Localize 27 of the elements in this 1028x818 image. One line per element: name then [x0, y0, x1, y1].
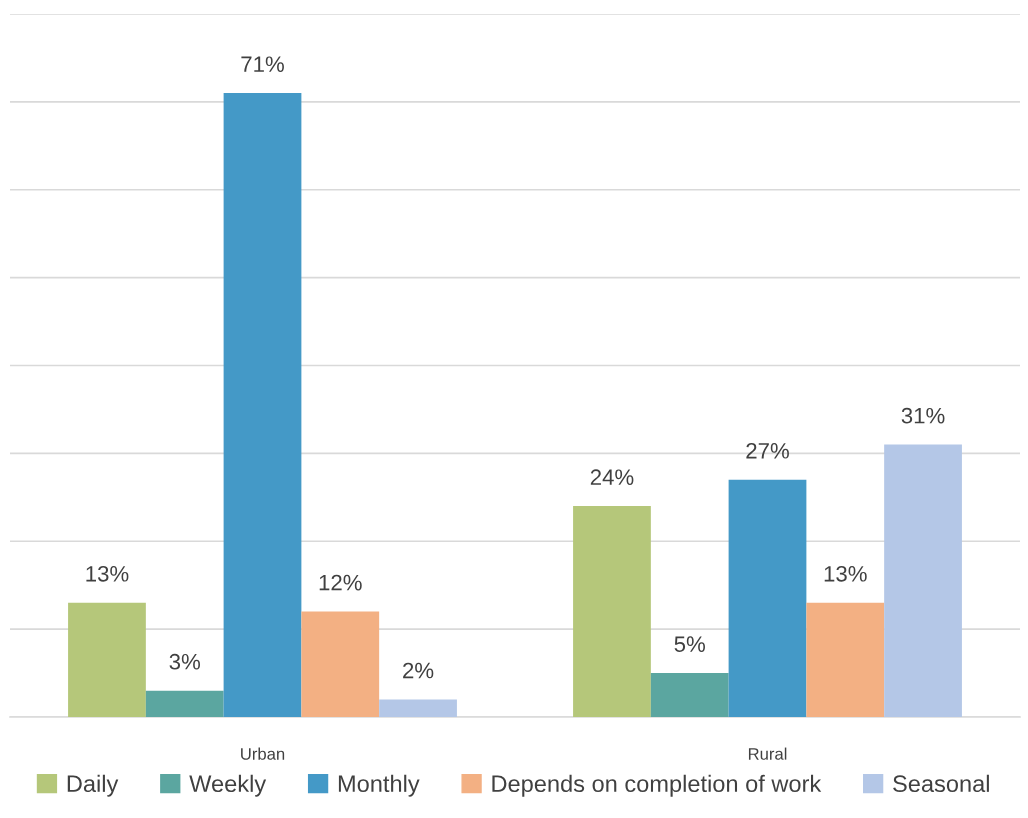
bar [650, 673, 729, 717]
data-label: 31% [901, 407, 945, 424]
bar [223, 93, 302, 717]
data-label: 12% [319, 574, 362, 591]
legend-label: Monthly [338, 774, 420, 797]
bar [728, 479, 807, 717]
data-label: 13% [86, 565, 129, 582]
legend-label: Depends on completion of work [492, 774, 822, 797]
bar [145, 690, 224, 717]
data-label: 27% [746, 442, 789, 459]
bar [573, 506, 651, 717]
bar [379, 699, 457, 717]
bar [68, 602, 146, 717]
bar [806, 602, 885, 717]
legend-label: Weekly [189, 774, 267, 797]
data-label: 71% [241, 56, 284, 72]
data-label: 5% [674, 636, 705, 652]
x-tick-label: Rural [748, 747, 787, 760]
legend-label: Daily [67, 774, 119, 797]
legend-label: Seasonal [893, 774, 989, 793]
data-label: 3% [169, 653, 200, 670]
data-label: 24% [590, 469, 634, 485]
bar [301, 611, 380, 717]
data-label: 2% [403, 662, 434, 679]
bar [884, 444, 962, 717]
x-tick-label: Urban [241, 747, 285, 760]
data-label: 13% [824, 565, 867, 582]
